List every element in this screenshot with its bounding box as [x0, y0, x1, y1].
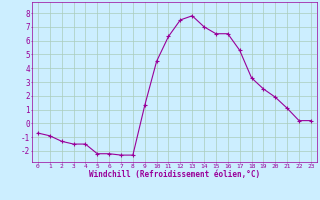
- X-axis label: Windchill (Refroidissement éolien,°C): Windchill (Refroidissement éolien,°C): [89, 170, 260, 179]
